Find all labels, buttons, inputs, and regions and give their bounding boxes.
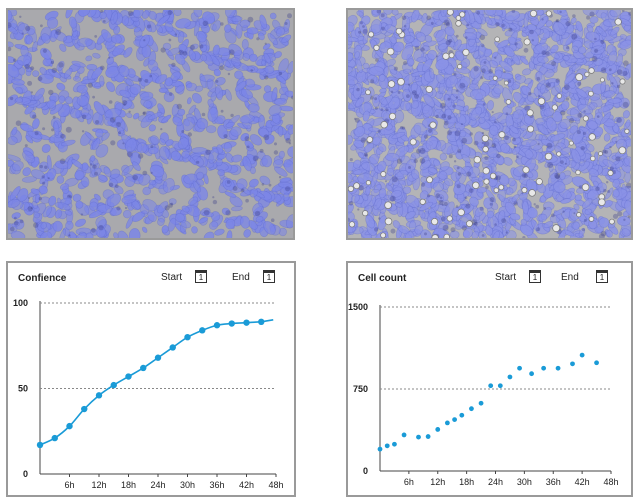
micrograph-left (6, 8, 295, 240)
data-point (469, 406, 474, 412)
data-point (243, 319, 250, 326)
data-point (392, 441, 397, 447)
data-point (497, 383, 503, 389)
data-point (377, 446, 383, 452)
data-point (435, 427, 441, 432)
data-point (154, 354, 162, 361)
data-point (555, 365, 561, 371)
x-tick-label: 24h (488, 477, 503, 487)
data-point (95, 392, 103, 399)
data-point (478, 400, 484, 406)
series-line (39, 319, 274, 446)
data-point (51, 434, 58, 442)
data-point (140, 364, 147, 372)
end-label: End (561, 272, 579, 283)
x-tick-label: 30h (517, 477, 532, 487)
micrograph-right (346, 8, 633, 240)
x-tick-label: 12h (430, 477, 445, 487)
end-calendar-icon[interactable]: 1 (263, 270, 275, 283)
cell-count-scatter-chart: 0 750 1500 6h 12h 18h 24h 30h 36h 42h 48h (348, 302, 619, 487)
chart-title: Cell count (358, 273, 407, 284)
data-point (110, 381, 117, 389)
data-point (81, 405, 88, 413)
data-point (444, 420, 450, 426)
start-calendar-icon[interactable]: 1 (529, 270, 541, 283)
data-point (570, 361, 575, 367)
data-point (125, 373, 132, 380)
x-tick-label: 36h (546, 477, 561, 487)
data-point (36, 441, 44, 449)
y-tick-label: 0 (23, 469, 28, 479)
data-point (184, 334, 191, 341)
x-tick-label: 12h (91, 480, 106, 490)
data-point (169, 344, 176, 351)
start-label: Start (161, 272, 183, 283)
y-tick-label: 50 (18, 384, 28, 394)
y-tick-label: 100 (13, 298, 28, 308)
data-point (258, 318, 265, 326)
start-label: Start (495, 272, 517, 283)
data-point (459, 412, 465, 418)
data-point (401, 432, 407, 438)
data-point (594, 360, 599, 366)
data-point (66, 422, 73, 430)
micrograph-left-image (8, 10, 293, 238)
start-calendar-icon[interactable]: 1 (195, 270, 207, 283)
confluence-chart-panel: Confience Start 1 End 1 0 50 100 6h 12h 18h 24… (6, 261, 296, 497)
end-label: End (232, 272, 250, 283)
x-tick-label: 24h (150, 480, 165, 490)
x-tick-label: 48h (268, 480, 283, 490)
cell-count-chart-panel: Cell count Start 1 End 1 0 750 1500 6h 12h 18… (346, 261, 633, 497)
y-tick-label: 0 (363, 466, 368, 476)
data-point (488, 383, 494, 389)
x-tick-label: 30h (180, 480, 195, 490)
y-tick-label: 1500 (348, 302, 368, 312)
data-point (579, 352, 585, 358)
data-point (384, 443, 390, 449)
data-point (213, 322, 221, 329)
data-point (517, 365, 522, 371)
data-point (416, 434, 421, 440)
y-tick-label: 750 (353, 384, 368, 394)
x-tick-label: 42h (575, 477, 590, 487)
micrograph-right-image (348, 10, 631, 238)
data-point (541, 365, 547, 371)
data-point (228, 320, 235, 327)
data-point (507, 374, 513, 380)
x-tick-label: 48h (603, 477, 618, 487)
x-tick-label: 6h (404, 477, 414, 487)
x-tick-label: 18h (121, 480, 136, 490)
data-point (199, 327, 206, 334)
data-point (452, 417, 457, 423)
x-tick-label: 42h (239, 480, 254, 490)
x-tick-label: 36h (209, 480, 224, 490)
x-tick-label: 18h (459, 477, 474, 487)
chart-title: Confience (18, 273, 67, 284)
end-calendar-icon[interactable]: 1 (596, 270, 608, 283)
data-point (425, 434, 431, 439)
x-tick-label: 6h (64, 480, 74, 490)
data-point (529, 371, 534, 377)
confluence-line-chart: 0 50 100 6h 12h 18h 24h 30h 36h 42h 48h (13, 298, 284, 490)
